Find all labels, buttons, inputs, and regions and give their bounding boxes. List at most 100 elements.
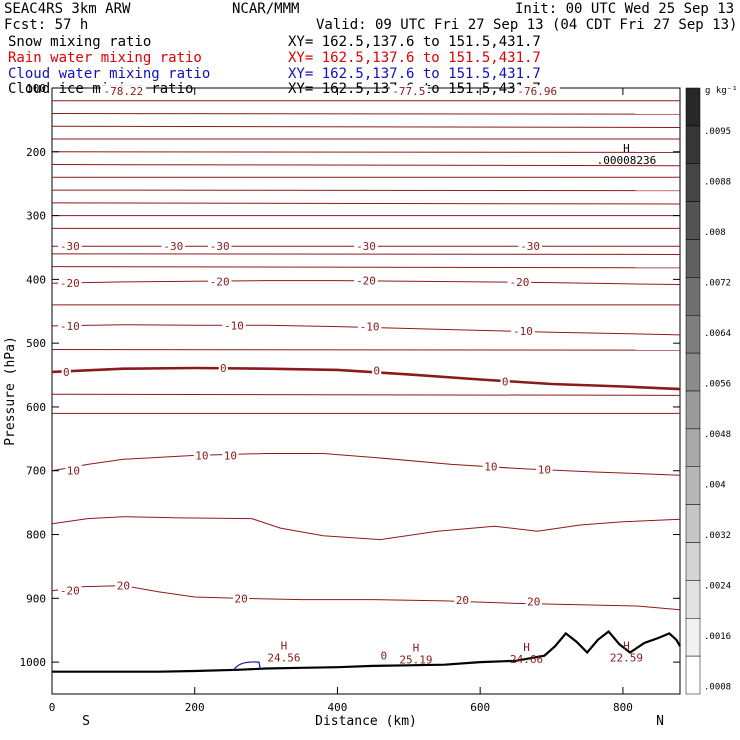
x-end-label: N [656,714,664,729]
cloud-water-contour [233,661,261,671]
y-tick-label: 500 [26,337,46,350]
contour-label: 0 [373,365,380,378]
high-marker: H [413,642,420,655]
colorbar-segment [685,352,701,392]
contour-label-bg [354,274,378,286]
contour-label: 10 [538,463,551,476]
contour-label-bg [61,365,71,377]
high-value: 25.19 [399,654,432,667]
contour-label: 0 [63,366,70,379]
forecast-hour: Fcst: 57 h [4,17,88,33]
colorbar-segment [685,655,701,695]
contour-label-bg [354,240,378,252]
colorbar-label: .0088 [704,177,731,187]
contour-label-bg [357,320,382,332]
contour-label: -76.96 [517,85,557,98]
contour-label-bg [536,463,553,475]
contour-label-bg [222,449,239,461]
contour-label-bg [58,319,82,331]
y-tick-label: 400 [26,273,46,286]
y-tick-label: 800 [26,529,46,542]
contour-layer: -20 20 20 20 20 10 10 10 10 10 0 0 0 0 -10 -10 -10 -10 -20… [51,85,681,673]
colorbar-segment [685,277,701,316]
isotherm-line [51,349,681,351]
contour-label: -30 [520,240,540,253]
contour-label-bg [454,594,471,606]
temperature-contour [51,516,681,541]
contour-label-bg [65,464,82,476]
field-cloudwater-xy: XY= 162.5,137.6 to 151.5,431.7 [288,66,541,82]
contour-label-bg [525,595,542,607]
contour-label: -30 [356,240,376,253]
contour-label-bg [518,240,542,252]
isotherm-line [51,189,681,192]
valid-time: Valid: 09 UTC Fri 27 Sep 13 (04 CDT Fri … [316,17,737,33]
contour-label: -20 [60,277,80,290]
contour-label: -10 [60,320,80,333]
x-start-label: S [82,714,90,729]
contour-label-bg [193,449,211,461]
contour-label-bg [115,579,132,591]
contour-label: -77.5 [392,85,425,98]
colorbar-segment [685,125,701,164]
isotherm-line [51,253,681,255]
colorbar-segment [685,542,701,581]
colorbar-label: .0095 [704,127,731,137]
contour-label: -20 [509,276,529,289]
contour-label-bg [511,325,535,337]
colorbar: .0095 .0088 .008 .0072 .0064 .0056 .0048 .004 .0… [685,87,731,695]
isotherm-line [51,125,681,128]
temperature-contour [51,366,681,391]
contour-label-bg [58,584,82,596]
colorbar-segment [685,390,701,430]
field-cloudwater-label: Cloud water mixing ratio [8,66,210,82]
x-tick-label: 400 [328,701,348,714]
contour-label: 10 [67,465,80,478]
isotherm-line [51,266,681,269]
x-tick-label: 0 [49,701,56,714]
contour-label-bg [58,240,82,252]
high-marker: H [523,641,530,654]
y-tick-label: 200 [26,146,46,159]
y-axis-title: Pressure (hPa) [3,336,18,446]
contour-label: -10 [224,319,244,332]
colorbar-segment [685,428,701,467]
colorbar-label: .0072 [704,278,731,288]
high-marker: H [623,640,630,653]
field-snow-label: Snow mixing ratio [8,34,151,50]
temperature-contour [51,453,681,476]
contour-label-bg [507,275,532,287]
contour-label-bg [222,319,246,331]
contour-label-bg [58,277,82,289]
contour-label: -20 [356,275,376,288]
isotherm-line [51,164,681,167]
contour-label: 20 [527,596,540,609]
contour-label-bg [218,362,228,374]
field-snow-xy: XY= 162.5,137.6 to 151.5,431.7 [288,34,541,50]
x-axis-title: Distance (km) [315,714,417,729]
colorbar-segment [685,315,701,354]
colorbar-label: .0048 [704,430,731,440]
init-time: Init: 00 UTC Wed 25 Sep 13 [515,1,734,17]
colorbar-label: .0056 [704,379,731,389]
contour-label-bg [482,460,500,472]
contour-label-bg [372,364,382,376]
field-rain-label: Rain water mixing ratio [8,50,202,66]
contour-label: -20 [60,585,80,598]
field-rain-xy: XY= 162.5,137.6 to 151.5,431.7 [288,50,541,66]
contour-label: -30 [210,240,230,253]
colorbar-segment [685,163,701,202]
isotherm-line [51,113,681,115]
terrain-line [52,629,681,673]
contour-label-bg [232,592,250,604]
colorbar-label: .0032 [704,531,731,541]
colorbar-segment [685,466,701,505]
colorbar-segment [685,201,701,240]
contour-label: 10 [224,449,237,462]
high-value: 22.59 [610,652,643,665]
colorbar-segment [685,618,701,657]
contour-label-bg [207,275,232,287]
y-tick-label: 700 [26,465,46,478]
contour-label: 10 [195,449,208,462]
